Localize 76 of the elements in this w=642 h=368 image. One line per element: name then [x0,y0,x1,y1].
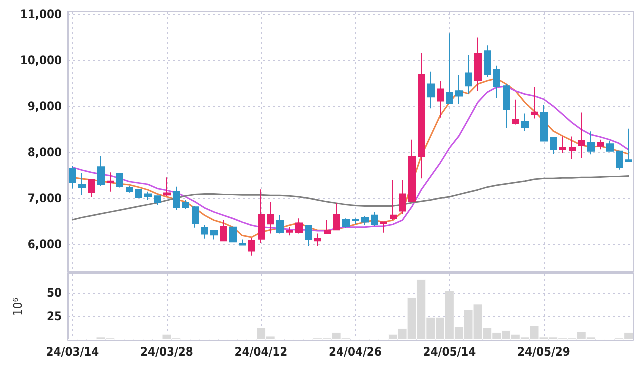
candlestick [135,188,142,199]
candlestick [258,189,265,244]
candlestick [361,216,369,226]
y-tick-label: 10,000 [20,53,62,68]
candlestick [229,226,237,243]
candlestick [474,37,482,92]
candlestick [69,166,76,190]
candlestick [276,214,284,234]
candlestick [578,112,585,159]
candlestick [437,80,444,118]
candlestick [97,156,105,186]
candlestick [606,140,614,152]
candlestick [267,202,274,234]
x-tick-label: 24/05/29 [517,345,570,359]
candlestick [616,150,623,170]
candlestick [78,173,86,196]
y-tick-label: 25 [46,309,62,324]
y-tick-label: 11,000 [20,7,62,22]
candlestick [239,239,246,246]
line-series [72,176,630,221]
x-tick-label: 24/05/14 [423,345,477,359]
candlestick [512,99,519,126]
candlestick [333,202,340,232]
candlestick [390,180,397,221]
candlestick [286,226,293,236]
candlestick [305,225,312,247]
candlestick [455,74,463,105]
candlestick [126,186,133,194]
candlestick [484,45,491,78]
candlestick [380,221,387,234]
candlestick [531,86,538,120]
candlestick [342,218,350,228]
candlestick [559,136,566,154]
x-tick-label: 24/04/26 [328,345,382,359]
candlestick [352,218,359,225]
candlestick [173,186,180,211]
candlestick [597,139,604,150]
x-tick-label: 24/03/14 [46,345,100,359]
candlestick [587,131,595,156]
candlestick [371,212,378,226]
candlestick [427,71,435,110]
candlestick [399,179,406,215]
y-tick-label: 9,000 [28,99,62,114]
candlestick [569,136,576,160]
candlestick [163,177,171,197]
candlestick [446,33,453,105]
candlestick [192,206,199,228]
candlestick [154,195,161,206]
candlestick [210,230,218,240]
candlestick [521,113,529,132]
y-tick-label: 6,000 [28,237,62,252]
candlestick [503,84,510,128]
candlestick [182,200,189,210]
candlestick [324,220,331,235]
candlestick [625,128,632,163]
y-axis-title: 10⁶ [11,298,25,316]
x-tick-label: 24/04/12 [234,345,288,359]
candlestick [220,220,227,242]
candlestick [493,65,500,100]
candlestick [408,139,416,203]
y-tick-label: 8,000 [28,145,62,160]
y-tick-label: 50 [46,286,62,300]
candlestick [418,52,425,180]
y-tick-label: 7,000 [28,191,62,206]
candlestick [201,225,208,240]
candlestick [107,172,114,192]
candlestick [88,178,95,198]
candlestick [540,104,548,142]
candlestick [295,218,303,234]
candlestick [550,137,557,155]
candlestick [465,54,472,95]
x-tick-label: 24/03/28 [140,345,194,359]
candlestick [116,173,123,188]
candlestick [314,233,321,247]
candlestick [248,237,255,256]
candlestick [144,191,152,201]
